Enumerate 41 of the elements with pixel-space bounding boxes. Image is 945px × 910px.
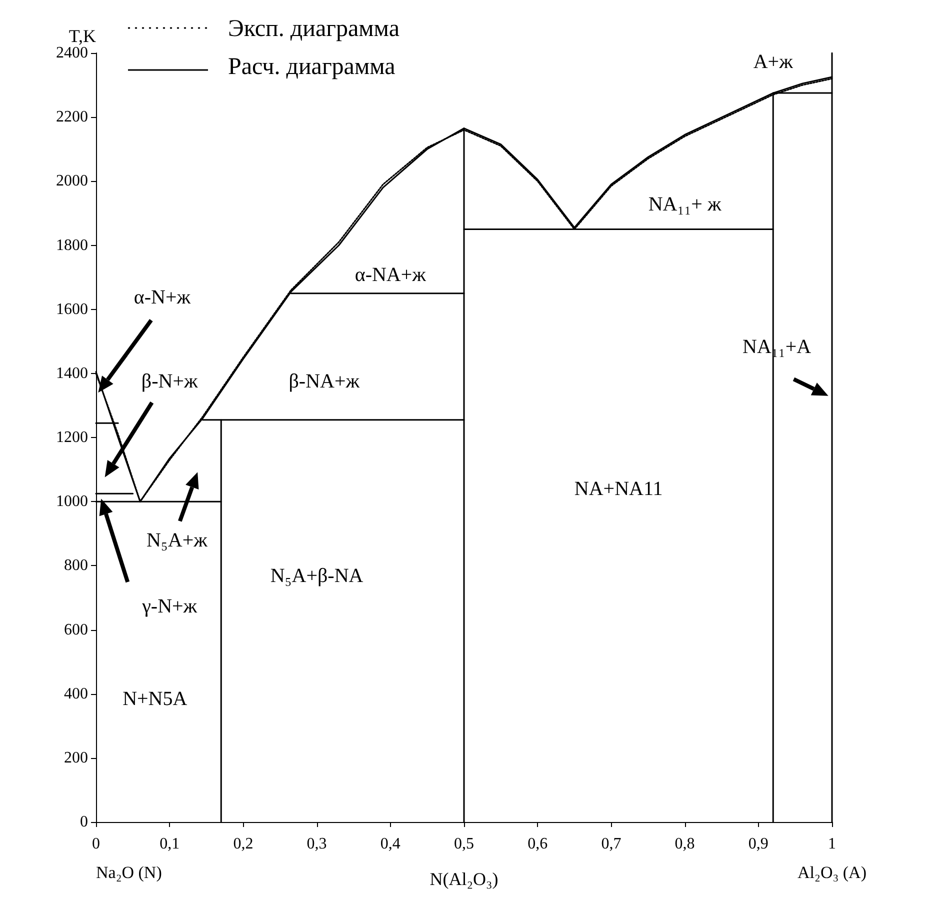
y-axis-title: T,K <box>68 26 96 46</box>
y-tick-label: 2200 <box>56 108 88 126</box>
annotation: α-N+ж <box>134 286 191 309</box>
y-tick-label: 1800 <box>56 236 88 254</box>
annotation: γ-N+ж <box>141 596 198 618</box>
annotation: NA₁₁+ ж <box>648 193 722 216</box>
x-tick-label: 0,3 <box>306 836 327 852</box>
annotation: NA+NA11 <box>574 478 663 500</box>
x-tick-label: 0,8 <box>674 836 695 852</box>
y-tick-label: 1000 <box>56 493 88 510</box>
annotation: N₅A+ж <box>146 530 208 552</box>
legend-label: Эксп. диаграмма <box>228 16 400 42</box>
text: Na₂O (N) <box>96 863 162 882</box>
legend-label: Расч. диаграмма <box>228 54 396 80</box>
x-tick-label: 0,7 <box>601 836 622 852</box>
y-tick-label: 0 <box>80 814 88 830</box>
x-tick-label: 0,6 <box>528 836 548 852</box>
annotation: β-NA+ж <box>288 370 360 392</box>
x-tick-label: 0 <box>92 836 100 852</box>
annotation: β-N+ж <box>141 370 198 392</box>
x-tick-label: 0,1 <box>160 836 180 852</box>
y-tick-label: 200 <box>64 749 88 766</box>
y-tick-label: 600 <box>64 621 88 638</box>
x-axis-title: N(Al₂O₃) <box>430 869 498 889</box>
annotation: N₅A+β-NA <box>270 564 364 587</box>
x-tick-label: 1 <box>828 836 836 852</box>
x-tick-label: 0,9 <box>748 836 768 852</box>
y-tick-label: 400 <box>64 685 88 702</box>
y-tick-label: 2400 <box>56 44 88 62</box>
y-tick-label: 2000 <box>56 172 88 190</box>
annotation: N+N5A <box>122 688 188 710</box>
y-tick-label: 1400 <box>56 364 88 382</box>
text: Al₂O₃ (A) <box>798 863 866 882</box>
y-tick-label: 1200 <box>56 429 88 446</box>
y-tick-label: 800 <box>64 557 88 574</box>
annotation: A+ж <box>753 51 794 74</box>
x-tick-label: 0,2 <box>233 836 254 852</box>
y-tick-label: 1600 <box>56 300 88 318</box>
x-tick-label: 0,4 <box>380 836 400 852</box>
annotation: α-NA+ж <box>354 264 426 286</box>
x-tick-label: 0,5 <box>454 836 474 852</box>
